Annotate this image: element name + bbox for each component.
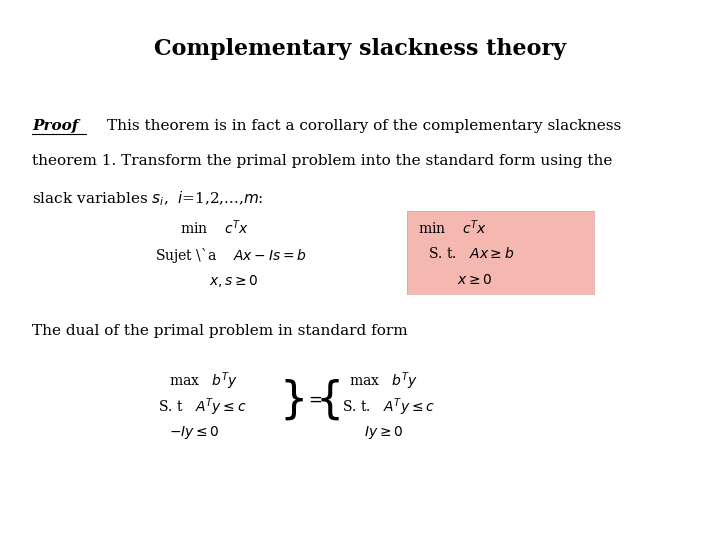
Text: max   $b^Ty$: max $b^Ty$	[349, 370, 418, 392]
Text: $x \geq 0$: $x \geq 0$	[457, 273, 492, 287]
Text: S. t.   $Ax \geq b$: S. t. $Ax \geq b$	[428, 246, 515, 261]
Text: $\}$: $\}$	[279, 377, 304, 422]
Text: $\{$: $\{$	[315, 377, 340, 422]
Text: $x, s \geq 0$: $x, s \geq 0$	[209, 273, 258, 289]
Text: Proof: Proof	[32, 119, 78, 133]
Text: Complementary slackness theory: Complementary slackness theory	[154, 38, 566, 60]
Text: $Iy \geq 0$: $Iy \geq 0$	[364, 424, 402, 441]
Text: min    $c^Tx$: min $c^Tx$	[180, 219, 249, 237]
Text: theorem 1. Transform the primal problem into the standard form using the: theorem 1. Transform the primal problem …	[32, 154, 613, 168]
Text: slack variables $s_i$,  $i$=1,2,...,$m$:: slack variables $s_i$, $i$=1,2,...,$m$:	[32, 189, 264, 208]
Text: min    $c^Tx$: min $c^Tx$	[418, 219, 487, 237]
Text: S. t   $A^Ty \leq c$: S. t $A^Ty \leq c$	[158, 397, 247, 418]
Text: This theorem is in fact a corollary of the complementary slackness: This theorem is in fact a corollary of t…	[107, 119, 621, 133]
Text: max   $b^Ty$: max $b^Ty$	[169, 370, 238, 392]
Text: The dual of the primal problem in standard form: The dual of the primal problem in standa…	[32, 324, 408, 338]
Text: Sujet \`a    $Ax - Is = b$: Sujet \`a $Ax - Is = b$	[155, 246, 307, 265]
Text: S. t.   $A^Ty \leq c$: S. t. $A^Ty \leq c$	[342, 397, 435, 418]
Text: $=$: $=$	[305, 391, 322, 408]
Text: $-Iy \leq 0$: $-Iy \leq 0$	[169, 424, 220, 441]
